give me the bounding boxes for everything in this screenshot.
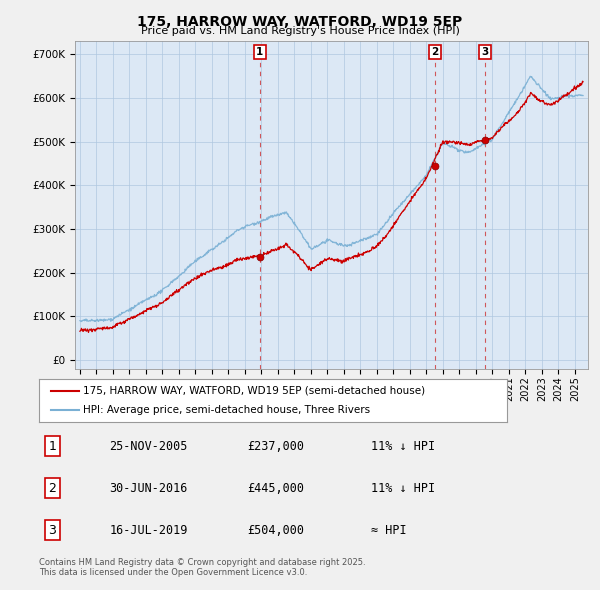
Text: HPI: Average price, semi-detached house, Three Rivers: HPI: Average price, semi-detached house,… (83, 405, 371, 415)
Text: Contains HM Land Registry data © Crown copyright and database right 2025.
This d: Contains HM Land Registry data © Crown c… (39, 558, 365, 577)
Text: 16-JUL-2019: 16-JUL-2019 (109, 523, 188, 536)
Text: 3: 3 (481, 47, 488, 57)
Text: 3: 3 (49, 523, 56, 536)
Text: 175, HARROW WAY, WATFORD, WD19 5EP: 175, HARROW WAY, WATFORD, WD19 5EP (137, 15, 463, 29)
Text: 2: 2 (431, 47, 438, 57)
Text: 2: 2 (49, 481, 56, 495)
Text: 11% ↓ HPI: 11% ↓ HPI (371, 440, 435, 453)
Text: Price paid vs. HM Land Registry's House Price Index (HPI): Price paid vs. HM Land Registry's House … (140, 26, 460, 36)
Text: 11% ↓ HPI: 11% ↓ HPI (371, 481, 435, 495)
Text: 175, HARROW WAY, WATFORD, WD19 5EP (semi-detached house): 175, HARROW WAY, WATFORD, WD19 5EP (semi… (83, 386, 425, 396)
Text: ≈ HPI: ≈ HPI (371, 523, 407, 536)
Text: £237,000: £237,000 (247, 440, 304, 453)
Text: 30-JUN-2016: 30-JUN-2016 (109, 481, 188, 495)
Text: £445,000: £445,000 (247, 481, 304, 495)
Text: £504,000: £504,000 (247, 523, 304, 536)
Text: 25-NOV-2005: 25-NOV-2005 (109, 440, 188, 453)
Text: 1: 1 (49, 440, 56, 453)
Text: 1: 1 (256, 47, 263, 57)
